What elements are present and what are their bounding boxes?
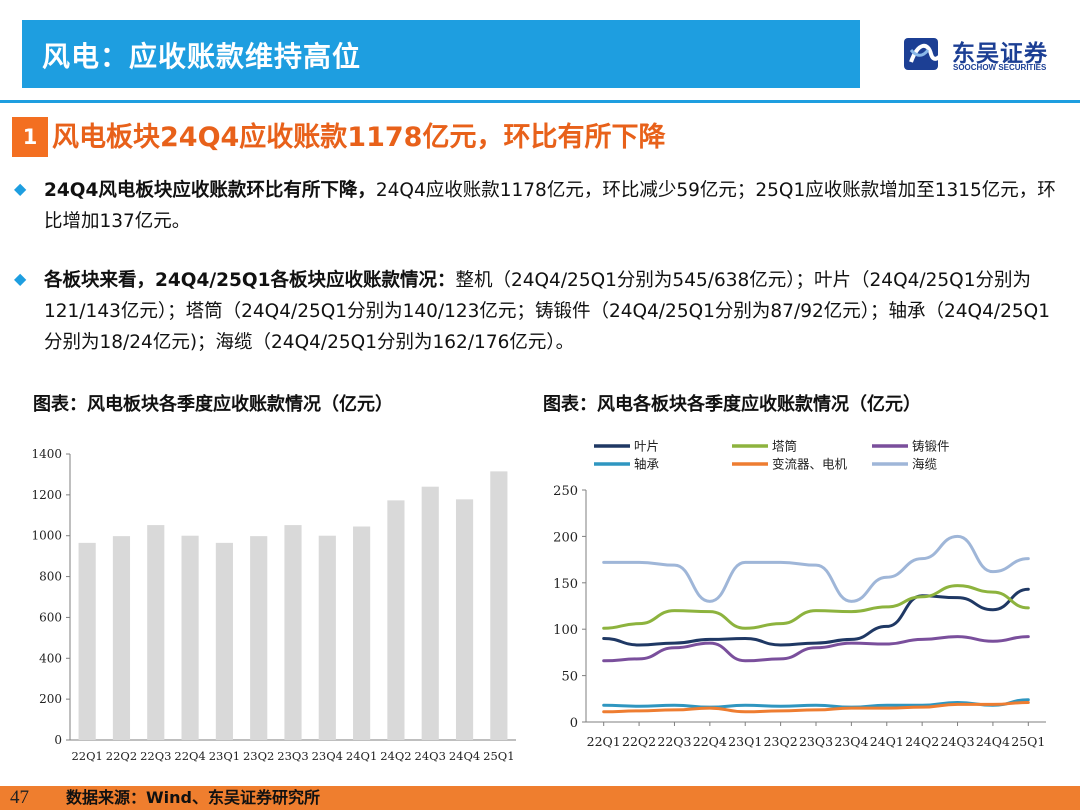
bar — [490, 471, 508, 740]
y-tick-label: 1400 — [31, 447, 62, 461]
legend-label: 海缆 — [912, 457, 938, 472]
bullet-body: 24Q4应收账款1178亿元，环比减少59亿元；25Q1应收账款增加至1315亿… — [44, 180, 1056, 232]
bar-chart: 0 200 400 600 800 1000 1200 1400 22Q1 22Q2 22Q3 22Q… — [31, 447, 516, 763]
x-tick-label: 24Q3 — [415, 749, 446, 763]
x-tick-label: 24Q1 — [870, 734, 904, 749]
bullet-lead: 24Q4风电板块应收账款环比有所下降， — [44, 180, 376, 201]
bullet-text: 各板块来看，24Q4/25Q1各板块应收账款情况：整机（24Q4/25Q1分别为… — [44, 265, 1064, 358]
x-tick-label: 24Q4 — [449, 749, 480, 763]
y-tick-label: 0 — [570, 716, 578, 731]
bar — [353, 526, 371, 740]
y-tick-label: 1200 — [31, 488, 62, 502]
diamond-bullet-icon: ◆ — [14, 179, 27, 198]
bullet-point: ◆ 各板块来看，24Q4/25Q1各板块应收账款情况：整机（24Q4/25Q1分… — [14, 265, 1064, 358]
x-tick-label: 23Q2 — [243, 749, 274, 763]
bar — [181, 535, 199, 740]
brand-logo-icon — [904, 38, 946, 70]
bar — [387, 500, 405, 740]
section-number: 1 — [12, 117, 48, 157]
header-divider — [0, 100, 1080, 103]
bar — [112, 536, 131, 740]
bar-chart-title: 图表：风电板块各季度应收账款情况（亿元） — [33, 394, 393, 415]
x-tick-label: 23Q1 — [728, 734, 762, 749]
series-line — [602, 635, 1030, 663]
x-tick-label: 23Q4 — [834, 734, 868, 749]
bullet-body: 整机（24Q4/25Q1分别为545/638亿元）；叶片（24Q4/25Q1分别… — [44, 270, 1050, 353]
y-tick-label: 800 — [39, 570, 62, 584]
x-tick-label: 23Q3 — [277, 749, 308, 763]
legend-label: 铸锻件 — [912, 439, 950, 454]
data-source: 数据来源：Wind、东吴证券研究所 — [66, 788, 320, 807]
legend-label: 塔筒 — [772, 439, 797, 454]
footer-bar — [0, 786, 1080, 810]
x-tick-label: 25Q1 — [1011, 734, 1045, 749]
x-tick-label: 24Q4 — [976, 734, 1010, 749]
y-tick-label: 200 — [39, 692, 62, 706]
x-tick-label: 22Q4 — [174, 749, 205, 763]
x-tick-label: 24Q2 — [380, 749, 411, 763]
y-tick-label: 0 — [54, 733, 62, 747]
bullet-point: ◆ 24Q4风电板块应收账款环比有所下降，24Q4应收账款1178亿元，环比减少… — [14, 175, 1064, 237]
y-tick-label: 1000 — [31, 529, 62, 543]
brand-name: 东吴证券 — [952, 41, 1048, 67]
x-tick-label: 22Q3 — [140, 749, 171, 763]
y-tick-label: 200 — [553, 530, 578, 545]
x-tick-label: 23Q1 — [209, 749, 240, 763]
bar — [78, 542, 96, 740]
brand-name-en: SOOCHOW SECURITIES — [953, 63, 1047, 72]
x-tick-label: 22Q1 — [587, 734, 621, 749]
line-chart-title: 图表：风电各板块各季度应收账款情况（亿元） — [543, 394, 921, 415]
diamond-bullet-icon: ◆ — [14, 269, 27, 288]
y-tick-label: 150 — [553, 577, 578, 592]
series-line — [602, 584, 1030, 630]
series-line — [602, 698, 1030, 709]
title-bar: 风电：应收账款维持高位 — [22, 20, 860, 88]
page-title: 风电：应收账款维持高位 — [42, 40, 362, 73]
x-tick-label: 22Q2 — [622, 734, 656, 749]
x-tick-label: 22Q2 — [106, 749, 137, 763]
bar — [284, 525, 302, 740]
y-tick-label: 600 — [39, 610, 62, 624]
bar — [318, 535, 336, 740]
series-line — [602, 587, 1030, 647]
page-number: 47 — [10, 787, 29, 808]
x-tick-label: 24Q2 — [905, 734, 939, 749]
bar — [215, 542, 233, 740]
x-tick-label: 23Q3 — [799, 734, 833, 749]
bullet-lead: 各板块来看，24Q4/25Q1各板块应收账款情况： — [44, 270, 456, 291]
y-tick-label: 400 — [39, 651, 62, 665]
x-tick-label: 25Q1 — [483, 749, 514, 763]
y-tick-label: 50 — [561, 670, 578, 685]
y-tick-label: 100 — [553, 623, 578, 638]
legend-label: 变流器、电机 — [772, 457, 848, 472]
x-tick-label: 24Q3 — [940, 734, 974, 749]
section-title: 风电板块24Q4应收账款1178亿元，环比有所下降 — [52, 122, 666, 153]
x-tick-label: 23Q4 — [312, 749, 343, 763]
legend-label: 叶片 — [634, 439, 659, 454]
bar — [250, 536, 268, 740]
x-tick-label: 23Q2 — [764, 734, 798, 749]
series-line — [602, 701, 1030, 714]
x-tick-label: 22Q3 — [657, 734, 691, 749]
x-tick-label: 24Q1 — [346, 749, 377, 763]
bullet-text: 24Q4风电板块应收账款环比有所下降，24Q4应收账款1178亿元，环比减少59… — [44, 175, 1064, 237]
bar — [147, 525, 165, 740]
series-line — [602, 534, 1030, 603]
legend-label: 轴承 — [634, 457, 660, 472]
bar — [421, 486, 439, 740]
x-tick-label: 22Q4 — [693, 734, 727, 749]
y-tick-label: 250 — [553, 484, 578, 499]
brand-logo: 东吴证券 SOOCHOW SECURITIES — [902, 34, 1072, 78]
x-tick-label: 22Q1 — [71, 749, 102, 763]
bar — [455, 499, 474, 740]
